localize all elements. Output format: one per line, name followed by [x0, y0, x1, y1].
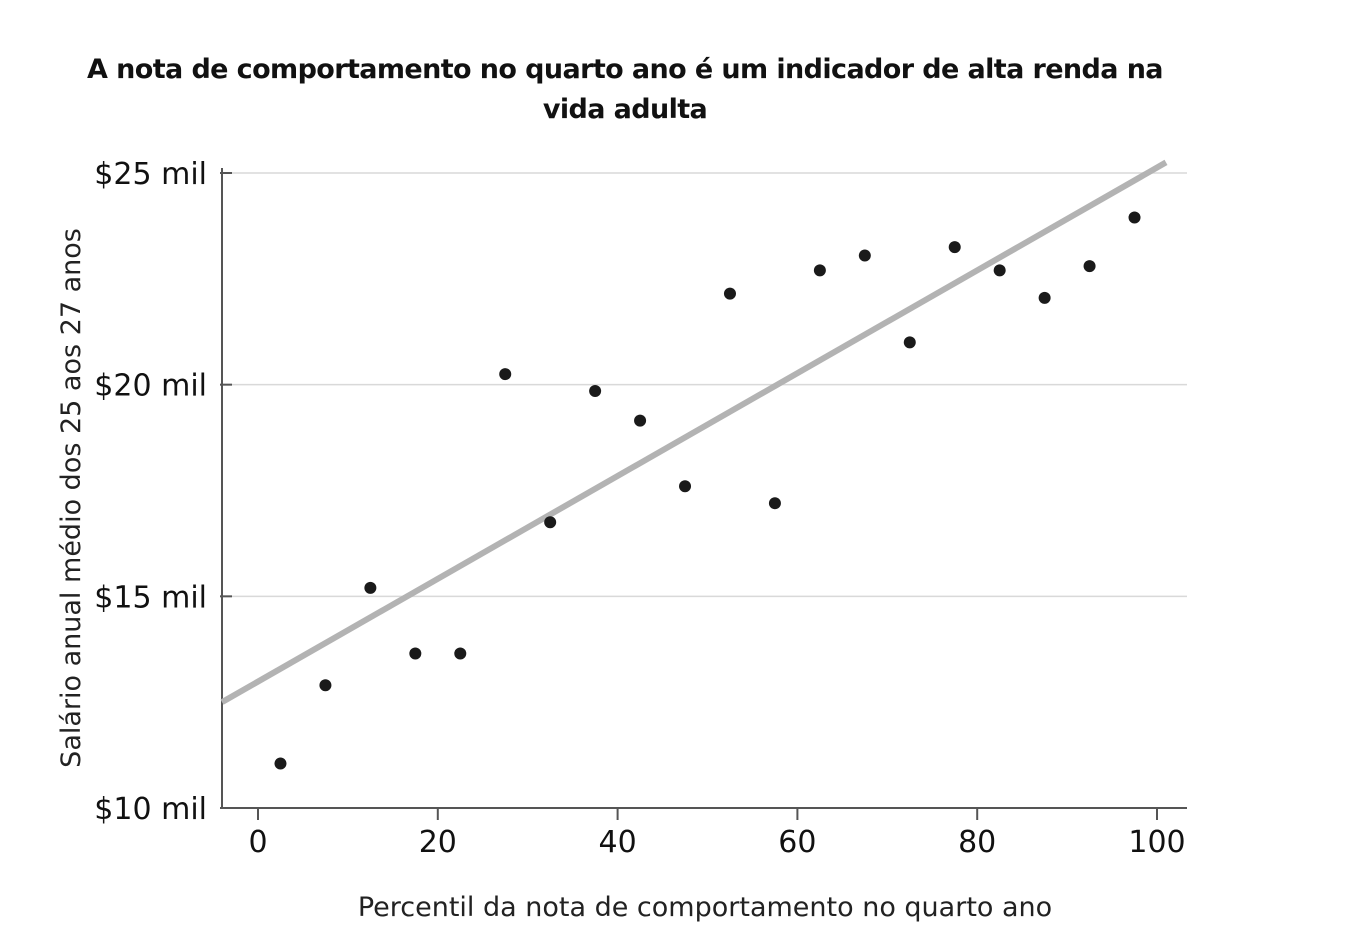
x-tick-label: 40 [599, 825, 637, 860]
x-axis-title: Percentil da nota de comportamento no qu… [358, 892, 1052, 923]
x-tick-label: 0 [248, 825, 267, 860]
x-tick-label: 80 [958, 825, 996, 860]
y-axis-title: Salário anual médio dos 25 aos 27 anos [56, 228, 87, 768]
data-point [589, 385, 602, 398]
data-point [409, 647, 422, 660]
data-point [858, 249, 871, 262]
x-tick-label: 60 [778, 825, 816, 860]
trend-line [220, 159, 1168, 705]
y-tick-label: $10 mil [94, 792, 207, 827]
data-point [1038, 291, 1051, 304]
data-point [813, 264, 826, 277]
trend-line-group [220, 159, 1168, 705]
y-tick-label: $20 mil [94, 369, 207, 404]
grid-lines [222, 172, 1187, 598]
data-point [903, 336, 916, 349]
data-point [634, 414, 647, 427]
data-point [454, 647, 467, 660]
data-point [1083, 260, 1096, 273]
data-point [723, 287, 736, 300]
data-point [364, 581, 377, 594]
data-point [768, 497, 781, 510]
y-tick-label: $15 mil [94, 580, 207, 615]
axes [220, 168, 1187, 820]
y-tick-label: $25 mil [94, 157, 207, 192]
data-point [948, 241, 961, 254]
tick-labels: $10 mil $15 mil $20 mil $25 mil 0 20 40 60 80 100 [94, 157, 1185, 860]
data-point [499, 368, 512, 381]
chart-title: A nota de comportamento no quarto ano é … [87, 54, 1163, 125]
data-point [544, 516, 557, 529]
data-point [274, 757, 287, 770]
data-point [1128, 211, 1141, 224]
data-point [993, 264, 1006, 277]
data-points [274, 211, 1141, 770]
x-tick-label: 20 [419, 825, 457, 860]
data-point [679, 480, 692, 493]
x-tick-label: 100 [1128, 825, 1185, 860]
data-point [319, 679, 332, 692]
